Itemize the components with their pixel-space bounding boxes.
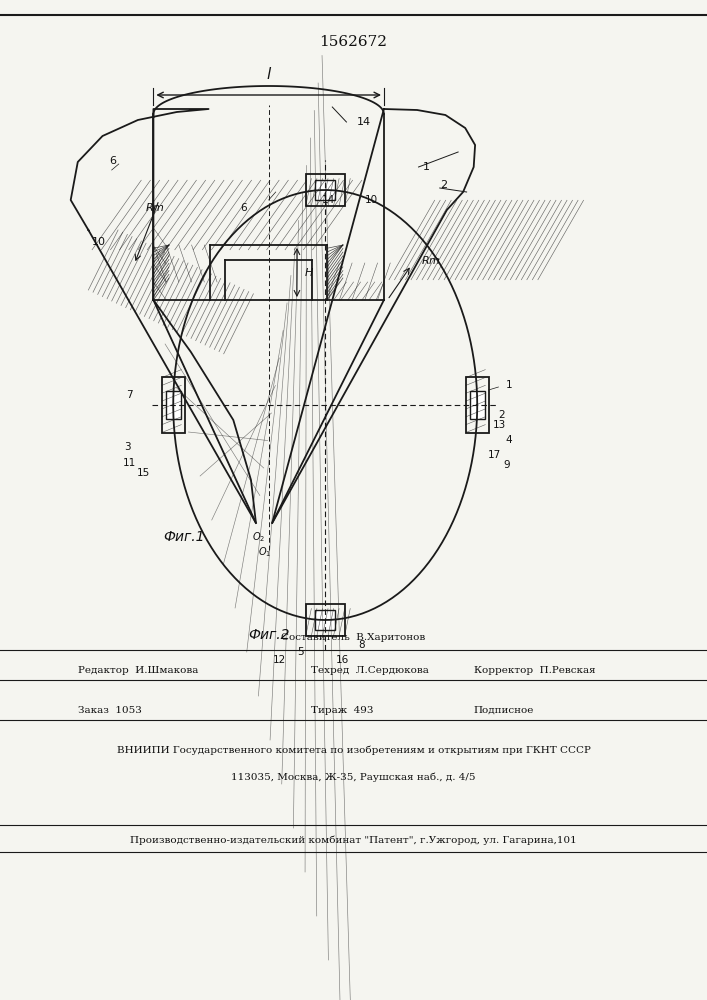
Text: ВНИИПИ Государственного комитета по изобретениям и открытиям при ГКНТ СССР: ВНИИПИ Государственного комитета по изоб…: [117, 746, 590, 755]
Text: 8: 8: [358, 640, 366, 650]
Text: Подписное: Подписное: [474, 706, 534, 715]
Text: 2: 2: [498, 410, 506, 420]
Text: $H$: $H$: [304, 266, 314, 278]
Bar: [466, 377, 489, 432]
Text: 14: 14: [357, 117, 371, 127]
Text: 11: 11: [123, 458, 136, 468]
Text: 16: 16: [337, 655, 349, 665]
Text: 10: 10: [92, 237, 106, 247]
Text: Корректор  П.Ревская: Корректор П.Ревская: [474, 666, 595, 675]
Text: $O_1$: $O_1$: [258, 545, 271, 559]
Bar: [305, 174, 345, 206]
Text: 14: 14: [322, 195, 335, 205]
Text: 7: 7: [126, 390, 133, 400]
Bar: [305, 604, 345, 636]
Text: $O_2$: $O_2$: [252, 530, 266, 544]
Bar: [315, 610, 335, 630]
Text: 4: 4: [506, 435, 513, 445]
Text: Фиг.1: Фиг.1: [163, 530, 204, 544]
Bar: [315, 180, 335, 200]
Text: 13: 13: [493, 420, 506, 430]
Text: 10: 10: [365, 195, 378, 205]
Text: 6: 6: [110, 156, 117, 166]
Text: 17: 17: [489, 450, 501, 460]
Bar: [162, 377, 185, 432]
Text: Составитель  В.Харитонов: Составитель В.Харитонов: [281, 633, 426, 642]
Bar: [166, 391, 180, 419]
Text: 1: 1: [506, 380, 513, 390]
Text: 15: 15: [137, 468, 150, 478]
Text: Тираж  493: Тираж 493: [311, 706, 373, 715]
Text: $Rm$: $Rm$: [421, 254, 440, 266]
Bar: [470, 391, 484, 419]
Text: 1562672: 1562672: [320, 35, 387, 49]
Text: Заказ  1053: Заказ 1053: [78, 706, 141, 715]
Text: 6: 6: [240, 203, 247, 213]
Text: 1: 1: [423, 162, 430, 172]
Text: 2: 2: [440, 180, 447, 190]
Text: Фиг.2: Фиг.2: [248, 628, 289, 642]
Text: 3: 3: [124, 442, 131, 452]
Text: 113035, Москва, Ж-35, Раушская наб., д. 4/5: 113035, Москва, Ж-35, Раушская наб., д. …: [231, 772, 476, 782]
Text: $l$: $l$: [266, 66, 271, 82]
Text: Редактор  И.Шмакова: Редактор И.Шмакова: [78, 666, 198, 675]
Text: $Rm$: $Rm$: [145, 201, 165, 213]
Text: 12: 12: [273, 655, 286, 665]
Text: Техред  Л.Сердюкова: Техред Л.Сердюкова: [311, 666, 429, 675]
Text: 9: 9: [503, 460, 510, 470]
Text: Производственно-издательский комбинат "Патент", г.Ужгород, ул. Гагарина,101: Производственно-издательский комбинат "П…: [130, 836, 577, 845]
Text: 5: 5: [297, 647, 304, 657]
